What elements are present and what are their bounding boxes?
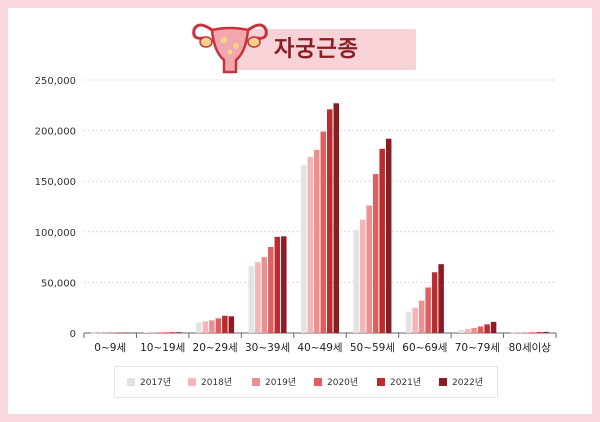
bar-2018년 [359,219,366,333]
bar-2019년 [366,205,372,333]
legend-label: 2020년 [327,378,359,388]
bar-2020년 [110,332,117,334]
x-tick-label: 30~39세 [245,342,290,354]
bar-2021년 [274,236,281,333]
uterus-icon [192,23,268,74]
bar-2017년 [248,266,255,333]
chart-card [8,8,592,414]
bar-2019년 [209,320,215,333]
legend-swatch [252,377,260,386]
bar-2022년 [385,138,392,333]
bar-2020년 [163,332,169,333]
legend-label: 2018년 [201,378,233,388]
legend-label: 2021년 [390,378,422,388]
legend-label: 2022년 [452,378,484,388]
bar-2017년 [143,332,150,333]
bar-2021년 [117,332,123,334]
bar-2018년 [517,332,523,334]
bar-2017년 [301,165,307,333]
legend-label: 2017년 [140,378,172,388]
bar-2018년 [464,329,471,333]
legend-item: 2018년 [188,377,232,389]
legend-item: 2017년 [127,377,171,389]
bar-2018년 [150,332,156,333]
y-tick-label: 150,000 [35,177,76,188]
bar-2022년 [438,264,444,333]
bar-2019년 [156,332,163,333]
bar-2019년 [418,300,425,333]
legend-swatch [439,377,447,386]
legend-item: 2022년 [439,377,483,389]
bar-2019년 [523,332,530,334]
bar-2017년 [458,329,464,333]
legend: 2017년 2018년 2019년 2020년 2021년 2022년 [114,366,498,398]
bar-2017년 [405,311,412,333]
chart-title: 자궁근종 [274,37,359,62]
x-tick-label: 80세이상 [509,342,552,354]
bar-2022년 [176,332,182,333]
bar-2020년 [268,246,274,333]
legend-swatch [377,377,385,386]
bar-2017년 [91,332,97,334]
bar-2022년 [543,331,549,333]
x-tick-label: 60~69세 [402,342,447,354]
x-tick-label: 10~19세 [140,342,185,354]
bar-2017년 [510,332,517,334]
bar-2020년 [320,131,326,333]
bar-2018년 [202,321,209,333]
bar-2020년 [477,326,484,333]
bar-2020년 [372,174,379,333]
x-tick-label: 50~59세 [350,342,395,354]
bar-2022년 [281,236,287,333]
bar-2021년 [484,324,490,333]
title-banner [226,29,416,70]
y-tick-label: 0 [70,329,76,340]
bar-2020년 [530,332,536,333]
bar-2021년 [379,148,385,333]
y-tick-label: 50,000 [41,278,76,289]
bar-2022년 [333,103,339,333]
bar-2018년 [97,332,104,334]
bar-2021년 [222,315,228,333]
bar-2019년 [471,327,477,333]
bar-2019년 [314,149,320,333]
y-tick-label: 250,000 [35,76,76,87]
bar-2017년 [353,229,359,333]
y-tick-label: 200,000 [35,127,76,138]
bar-2022년 [123,332,130,334]
legend-swatch [127,377,135,386]
bar-2017년 [196,322,202,333]
bar-2022년 [490,321,497,333]
bar-2019년 [261,257,268,333]
x-tick-label: 70~79세 [455,342,500,354]
bar-2018년 [307,156,313,333]
bar-2019년 [104,332,110,334]
legend-label: 2019년 [265,378,297,388]
legend-swatch [314,377,322,386]
bar-2021년 [327,109,333,334]
legend-item: 2020년 [314,377,358,389]
bar-2021년 [431,272,438,333]
legend-item: 2019년 [252,377,296,389]
bar-2022년 [228,316,235,333]
legend-swatch [188,377,196,386]
bar-2021년 [169,332,176,333]
bar-2020년 [215,318,222,333]
x-tick-label: 20~29세 [193,342,238,354]
bar-2018년 [255,262,261,333]
legend-item: 2021년 [377,377,421,389]
bar-2021년 [536,332,543,333]
x-tick-label: 0~9세 [94,342,126,354]
bar-2018년 [412,307,418,333]
bar-2020년 [425,287,431,333]
x-tick-label: 40~49세 [297,342,342,354]
y-tick-label: 100,000 [35,228,76,239]
